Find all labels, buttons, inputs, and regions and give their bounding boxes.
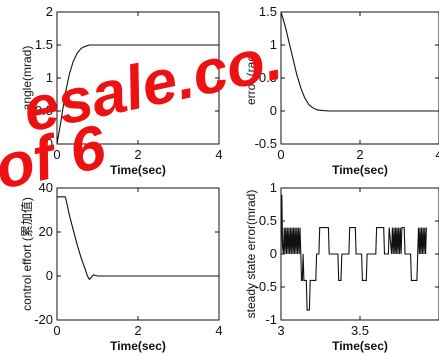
panel-1-xtick-label: 2: [134, 147, 141, 162]
panel-1-xtick-label: 4: [215, 147, 222, 162]
panel-1-ytick-label: 2: [46, 4, 53, 19]
panel-2-ylabel: error (rad): [244, 51, 258, 105]
panel-2-xtick-label: 2: [356, 147, 363, 162]
panel-3-ytick-label: 40: [39, 180, 53, 195]
panel-1-ytick-label: 1.5: [35, 37, 53, 52]
panel-3-ytick-label: 20: [39, 224, 53, 239]
panel-4-ylabel: steady state error(mrad): [244, 190, 258, 319]
panel-4-ytick-label: 0: [270, 246, 277, 261]
panel-1-ytick-label: 0: [46, 136, 53, 151]
panel-4-ytick-label: 1: [270, 180, 277, 195]
watermark-text-line2: of 6: [0, 112, 112, 203]
panel-1-ytick-label: 0.5: [35, 103, 53, 118]
panel-3-ytick-label: 0: [46, 268, 53, 283]
panel-4-xtick-label: 3.5: [351, 323, 369, 338]
panel-2-ytick-label: 1.5: [259, 4, 277, 19]
panel-1-xlabel: Time(sec): [110, 163, 166, 177]
panel-2-ytick-label: 0.5: [259, 70, 277, 85]
panel-4-ytick-label: -0.5: [255, 279, 277, 294]
panel-3-xtick-label: 0: [53, 323, 60, 338]
panel-2-series-line: [280, 11, 439, 112]
panel-2-xtick-label: 4: [435, 147, 439, 162]
panel-1-series-line: [56, 44, 219, 145]
panel-3-xlabel: Time(sec): [110, 339, 166, 353]
panel-1-xtick-label: 0: [53, 147, 60, 162]
panel-2-xlabel: Time(sec): [332, 163, 388, 177]
panel-3-xtick-label: 4: [215, 323, 222, 338]
panel-4-xtick-label: 3: [277, 323, 284, 338]
panel-3-xtick-label: 2: [134, 323, 141, 338]
panel-4-xlabel: Time(sec): [332, 339, 388, 353]
panel-2-frame: [280, 11, 439, 145]
panel-1-ytick-label: 1: [46, 70, 53, 85]
panel-2-ytick-label: 1: [270, 37, 277, 52]
panel-2-ytick-label: -0.5: [255, 136, 277, 151]
panel-3-ytick-label: -20: [34, 312, 53, 327]
panel-3-frame: [56, 187, 220, 321]
panel-4-series-line: [280, 194, 427, 311]
panel-3-series-line: [57, 196, 219, 281]
panel-2-ytick-label: 0: [270, 103, 277, 118]
panel-2-xtick-label: 0: [277, 147, 284, 162]
panel-3-ylabel: control effort (累加值): [19, 197, 34, 311]
panel-1-ylabel: angle(mrad): [20, 46, 34, 111]
panel-4-ytick-label: 0.5: [259, 213, 277, 228]
panel-4-ytick-label: -1: [265, 312, 277, 327]
